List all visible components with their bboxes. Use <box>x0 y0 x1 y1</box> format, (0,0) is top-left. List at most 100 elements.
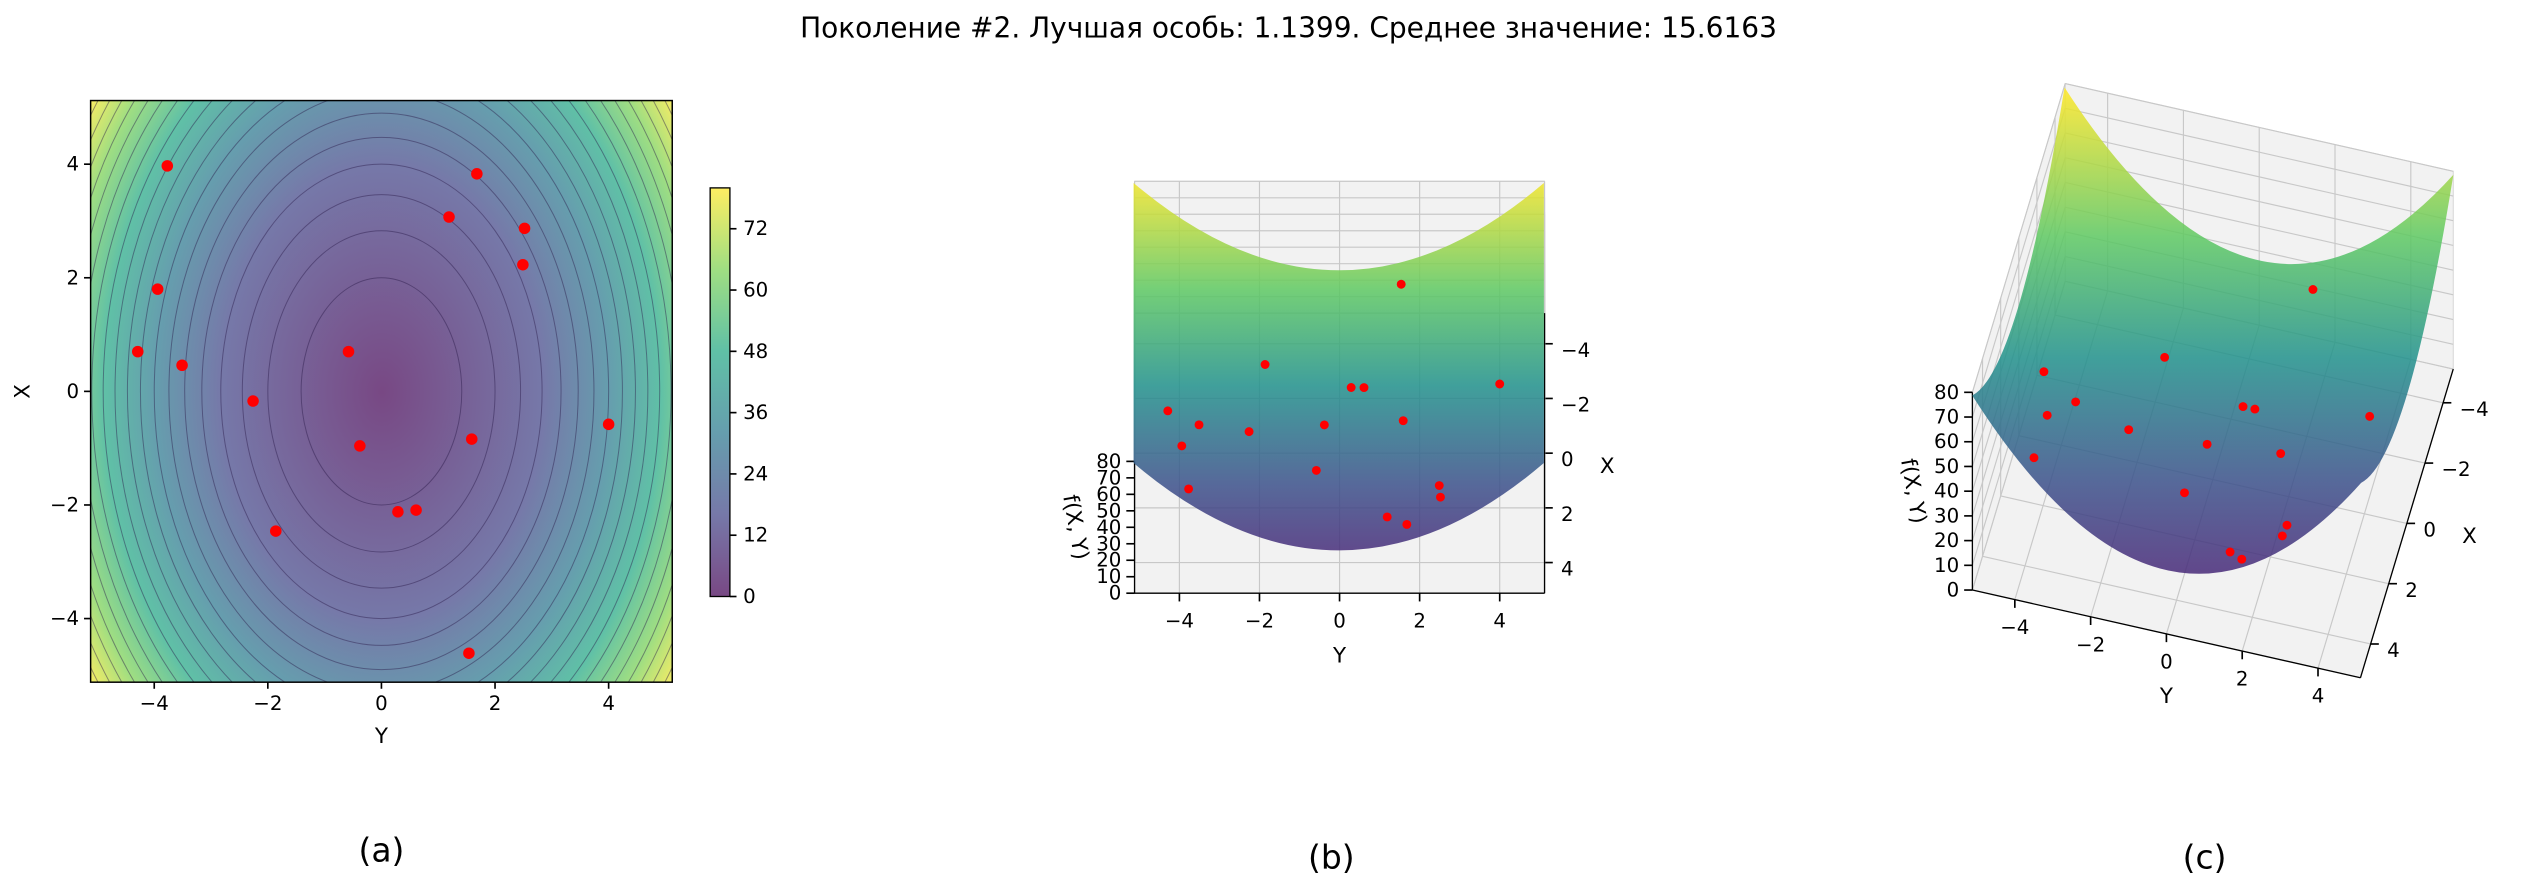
x-axis-label: Y <box>374 724 389 749</box>
point <box>1382 512 1392 522</box>
point <box>602 418 615 431</box>
point <box>2039 367 2049 377</box>
z-tick-label: 10 <box>1934 554 1959 577</box>
x-tick-label: 2 <box>1413 610 1426 633</box>
point <box>518 222 531 235</box>
colorbar-tick-label: 24 <box>743 462 768 485</box>
colorbar-tick-label: 36 <box>743 401 768 424</box>
point <box>2276 449 2286 459</box>
point <box>2365 411 2375 421</box>
point <box>2237 554 2247 564</box>
point <box>2160 352 2170 362</box>
z-tick-label: 80 <box>1934 381 1959 404</box>
x-axis-label: Y <box>2159 684 2174 709</box>
contour-line <box>220 163 543 620</box>
y-tick-label: 0 <box>2423 518 2436 541</box>
point <box>1177 441 1187 451</box>
grid-line <box>2065 82 2454 172</box>
contour-line <box>114 100 649 683</box>
point <box>1319 420 1329 430</box>
z-tick-label: 70 <box>1934 406 1959 429</box>
figure-title: Поколение #2. Лучшая особь: 1.1399. Сред… <box>800 12 1777 45</box>
y-tick-label: −4 <box>1561 339 1590 362</box>
z-tick-label: 10 <box>1096 565 1121 588</box>
x-axis-label: Y <box>1332 643 1347 668</box>
contour-lines <box>90 100 673 683</box>
point <box>2250 404 2260 414</box>
point <box>1402 520 1412 529</box>
point <box>1244 427 1254 437</box>
y-tick-label: 2 <box>2405 579 2418 602</box>
point <box>1398 416 1408 426</box>
contour-line <box>102 100 661 683</box>
point <box>392 506 404 518</box>
y-tick-label: 0 <box>1561 448 1574 471</box>
colorbar-frame <box>709 187 731 598</box>
contour-line <box>184 112 579 671</box>
y-tick-label: −2 <box>2441 458 2470 481</box>
contour-line <box>201 136 562 646</box>
point <box>2238 402 2248 412</box>
x-tick-label: −2 <box>2076 633 2105 656</box>
z-tick-label: 30 <box>1096 532 1121 555</box>
point <box>443 211 455 223</box>
y-tick-label: 2 <box>1561 503 1574 526</box>
point <box>2308 285 2318 294</box>
z-tick-label: 30 <box>1934 504 1959 527</box>
contour-area <box>90 100 673 683</box>
y-tick-label: 0 <box>67 380 80 403</box>
contour-line <box>168 100 595 683</box>
point <box>270 525 282 537</box>
point <box>517 258 529 271</box>
y-tick-label: −4 <box>50 607 79 630</box>
x-tick-label: 2 <box>489 692 502 715</box>
colorbar <box>710 187 730 597</box>
y-axis-label: X <box>1600 454 1615 479</box>
surface <box>1972 87 2454 574</box>
point <box>2225 547 2235 557</box>
point <box>1260 360 1270 369</box>
contour-fill <box>90 100 673 683</box>
point <box>1163 406 1173 416</box>
z-tick-label: 0 <box>1947 579 1960 602</box>
z-axis-label: f(X, Y) <box>1057 493 1093 562</box>
point <box>1436 492 1445 502</box>
x-tick-label: 2 <box>2236 668 2249 691</box>
point <box>2180 488 2189 498</box>
colorbar-tick-label: 72 <box>743 217 768 240</box>
grid-line <box>1971 108 2066 418</box>
point <box>1184 484 1194 494</box>
contour-line <box>127 100 636 683</box>
contour-line <box>153 100 610 683</box>
point <box>1346 383 1356 392</box>
y-tick-label: −2 <box>50 493 79 516</box>
grid-line <box>2065 157 2454 246</box>
z-tick-label: 0 <box>1109 582 1122 605</box>
contour-line <box>241 194 522 589</box>
point <box>2202 439 2212 449</box>
grid-line <box>2065 132 2454 222</box>
point <box>2124 425 2134 435</box>
y-axis-label: X <box>11 384 36 399</box>
point <box>342 345 355 358</box>
y-tick-label: 4 <box>67 153 80 176</box>
y-tick-label: 4 <box>2387 639 2400 662</box>
contour-line <box>267 230 496 553</box>
point <box>2071 397 2081 407</box>
axis-line <box>1972 589 2361 679</box>
point <box>1194 420 1204 430</box>
z-tick-label: 70 <box>1096 466 1121 489</box>
z-tick-label: 60 <box>1934 430 1959 453</box>
point <box>1434 481 1444 490</box>
z-tick-label: 50 <box>1934 455 1959 478</box>
y-tick-label: −2 <box>1561 394 1590 417</box>
point <box>465 433 478 445</box>
y-tick-label: 2 <box>67 266 80 289</box>
point <box>1396 279 1406 289</box>
point <box>2277 531 2287 541</box>
